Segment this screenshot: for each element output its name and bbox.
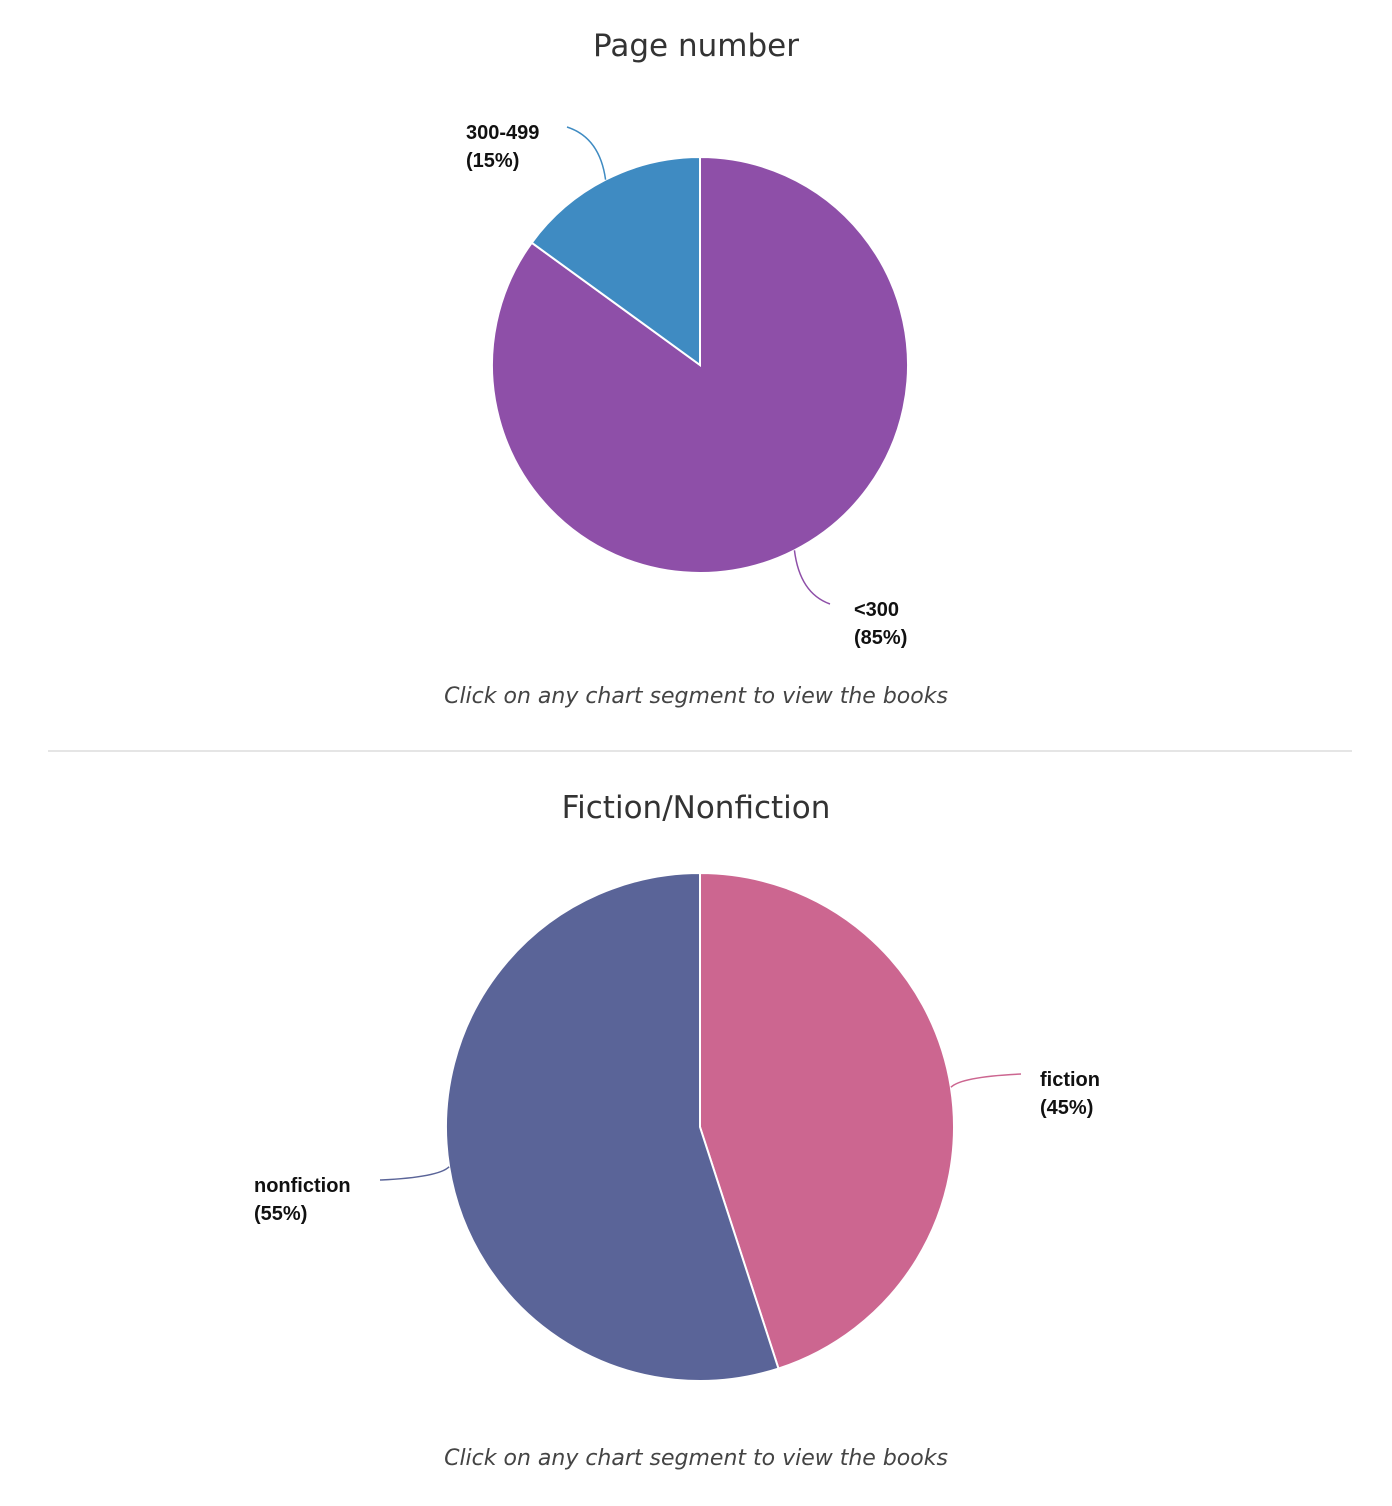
slice-percent-fiction: (45%) bbox=[1040, 1097, 1093, 1119]
slice-label-fiction: fiction bbox=[1040, 1069, 1100, 1091]
chart-hint-text: Click on any chart segment to view the b… bbox=[444, 684, 948, 709]
slice-percent-300-499: (15%) bbox=[466, 150, 519, 172]
fiction-nonfiction-pie-chart: fiction (45%) nonfiction (55%) bbox=[254, 871, 1100, 1382]
section-divider bbox=[48, 750, 1352, 752]
chart-title: Page number bbox=[593, 28, 799, 64]
leader-line-300-499 bbox=[566, 126, 607, 180]
page-number-pie-chart: <300 (85%) 300-499 (15%) bbox=[466, 122, 909, 649]
leader-line-nonfiction bbox=[379, 1166, 450, 1181]
slice-label-under-300: <300 bbox=[854, 599, 899, 621]
pie-slice-300-499[interactable] bbox=[530, 155, 701, 367]
page-number-chart-section: Page number <300 (85%) 300-499 (15%) Click … bbox=[0, 0, 1392, 750]
pie-slice-fiction[interactable] bbox=[699, 871, 955, 1370]
chart-hint-text: Click on any chart segment to view the b… bbox=[444, 1446, 948, 1471]
pie-slice-nonfiction[interactable] bbox=[445, 871, 780, 1382]
leader-line-under-300 bbox=[793, 550, 831, 605]
leader-line-fiction bbox=[950, 1073, 1022, 1088]
slice-label-300-499: 300-499 bbox=[466, 122, 539, 144]
fiction-nonfiction-chart-section: Fiction/Nonfiction fiction (45%) nonfictio… bbox=[0, 752, 1392, 1506]
slice-label-nonfiction: nonfiction bbox=[254, 1175, 351, 1197]
slice-percent-nonfiction: (55%) bbox=[254, 1203, 307, 1225]
slice-percent-under-300: (85%) bbox=[854, 627, 907, 649]
chart-title: Fiction/Nonfiction bbox=[561, 790, 831, 826]
